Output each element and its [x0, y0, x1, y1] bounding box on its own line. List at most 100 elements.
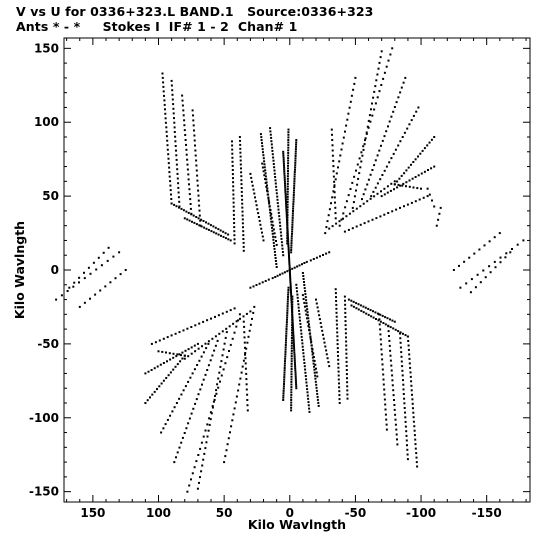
uv-point [187, 211, 190, 214]
uv-point [290, 339, 293, 342]
uv-point [203, 452, 206, 455]
uv-point [288, 263, 291, 265]
uv-point [249, 310, 252, 313]
uv-point [287, 136, 290, 139]
uv-point [173, 117, 175, 120]
uv-point [347, 194, 350, 197]
uv-point [380, 348, 383, 351]
uv-point [182, 209, 185, 212]
uv-point [239, 139, 241, 142]
uv-point [350, 94, 353, 97]
uv-point [290, 291, 292, 293]
uv-point [415, 456, 418, 459]
uv-point [289, 289, 292, 291]
uv-point [336, 347, 339, 350]
uv-point [286, 300, 289, 303]
uv-point [285, 330, 288, 333]
uv-point [292, 343, 295, 346]
uv-point [283, 174, 286, 177]
uv-point [335, 222, 338, 225]
uv-point [293, 353, 296, 356]
uv-point [283, 383, 285, 385]
uv-point [287, 139, 290, 141]
uv-point [172, 112, 175, 115]
uv-point [286, 175, 289, 178]
uv-point [389, 318, 391, 321]
uv-point [305, 378, 308, 381]
uv-point [292, 333, 295, 336]
uv-point [415, 452, 418, 455]
uv-point [308, 329, 311, 331]
uv-point [322, 254, 324, 256]
uv-point [351, 227, 354, 230]
uv-point [341, 142, 344, 145]
uv-point [175, 205, 178, 208]
uv-point [404, 420, 407, 423]
uv-point [380, 195, 383, 198]
uv-point [242, 226, 244, 229]
uv-point [256, 208, 259, 211]
uv-point [375, 318, 377, 320]
uv-point [395, 208, 398, 211]
uv-point [365, 312, 368, 315]
uv-point [112, 255, 115, 258]
uv-point [412, 407, 414, 410]
uv-point [283, 164, 285, 167]
uv-point [372, 316, 375, 319]
uv-point [261, 142, 263, 145]
uv-point [348, 106, 351, 109]
uv-point [308, 407, 311, 410]
uv-point [207, 222, 210, 225]
uv-point [287, 157, 290, 160]
uv-point [286, 230, 289, 233]
uv-point [294, 159, 297, 162]
uv-point [293, 184, 296, 187]
uv-point [265, 185, 268, 188]
uv-point [317, 404, 320, 407]
uv-point [175, 163, 178, 166]
uv-point [340, 148, 343, 151]
uv-point [83, 301, 86, 304]
uv-point [211, 337, 214, 340]
uv-point [439, 206, 442, 209]
uv-point [196, 364, 199, 366]
uv-point [188, 193, 191, 196]
uv-point [213, 349, 216, 352]
uv-point [245, 347, 248, 350]
uv-point [311, 353, 314, 356]
uv-point [239, 143, 242, 146]
uv-point [270, 220, 273, 223]
uv-point [190, 412, 193, 415]
uv-point [315, 367, 317, 370]
uv-point [275, 192, 278, 195]
uv-point [284, 194, 287, 197]
uv-point [194, 154, 197, 157]
uv-point [249, 323, 252, 326]
uv-point [233, 242, 236, 245]
uv-point [292, 205, 295, 208]
uv-point [416, 187, 419, 190]
uv-point [181, 351, 184, 354]
uv-point [273, 166, 276, 169]
uv-point [285, 323, 288, 326]
uv-point [293, 345, 295, 348]
uv-point [188, 183, 190, 186]
uv-point [286, 188, 289, 191]
y-tick-label: 100 [34, 115, 59, 129]
uv-point [293, 175, 296, 178]
uv-point [282, 392, 285, 395]
uv-point [366, 200, 369, 203]
uv-point [295, 141, 298, 144]
uv-point [383, 193, 386, 196]
uv-point [331, 149, 334, 152]
uv-point [367, 313, 370, 316]
uv-point [209, 224, 212, 227]
uv-point [217, 233, 220, 236]
uv-point [337, 374, 340, 377]
uv-point [180, 354, 182, 357]
uv-point [418, 198, 421, 201]
uv-point [284, 348, 287, 351]
uv-point [355, 225, 358, 228]
uv-point [430, 138, 433, 141]
uv-point [313, 371, 316, 374]
